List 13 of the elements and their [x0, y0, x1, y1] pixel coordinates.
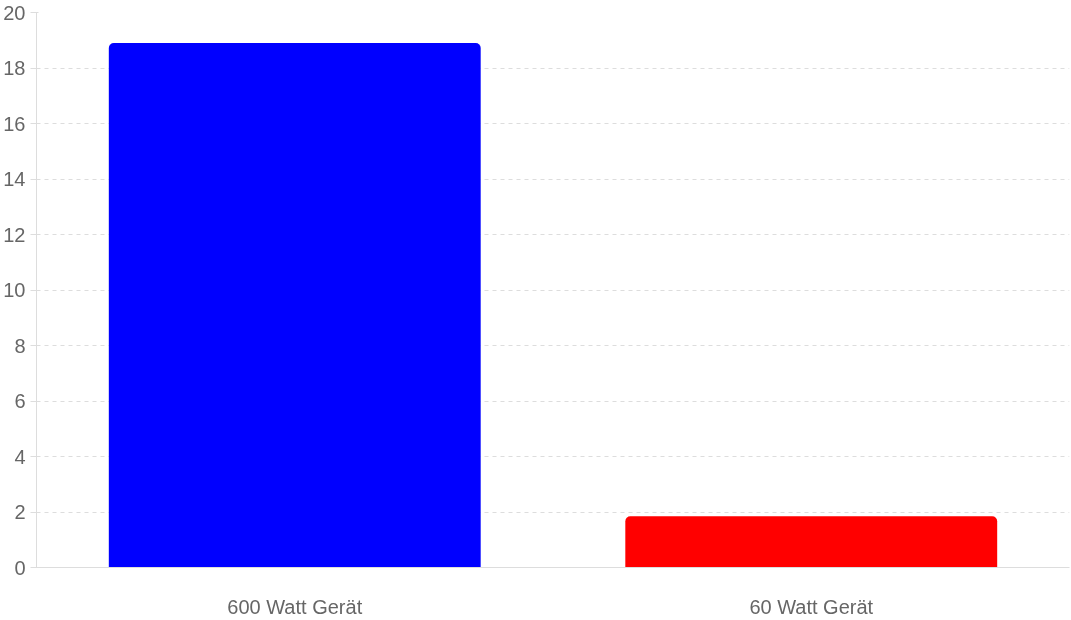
y-tick-label: 16 — [3, 112, 26, 135]
y-tick-label: 0 — [14, 556, 26, 579]
x-tick-label: 600 Watt Gerät — [227, 595, 363, 618]
y-tick-label: 20 — [3, 1, 26, 24]
y-tick-label: 14 — [3, 168, 26, 190]
y-tick-label: 18 — [3, 57, 26, 79]
x-tick-label: 60 Watt Gerät — [749, 595, 874, 618]
y-tick-label: 4 — [14, 445, 26, 468]
y-tick-label: 2 — [14, 501, 26, 523]
y-tick-label: 12 — [3, 223, 26, 246]
y-tick-label: 10 — [3, 279, 26, 301]
y-tick-label: 6 — [14, 390, 26, 412]
y-tick-label: 8 — [14, 334, 26, 357]
